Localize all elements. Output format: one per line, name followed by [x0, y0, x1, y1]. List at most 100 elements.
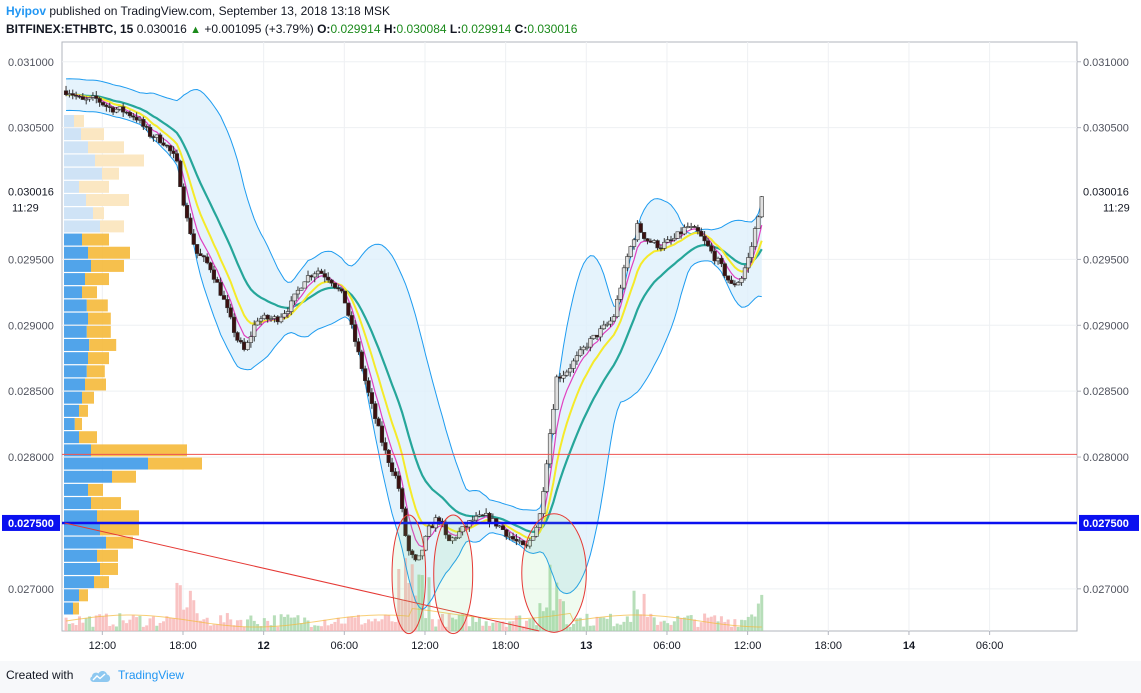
- candle-body: [426, 525, 432, 537]
- volume-bar: [259, 626, 263, 631]
- volume-bar: [326, 625, 330, 631]
- candle-body: [107, 106, 112, 108]
- ema-teal-line: [65, 93, 763, 533]
- y-tick-left: 0.031000: [8, 57, 54, 69]
- symbol-label[interactable]: BITFINEX:ETHBTC, 15: [6, 22, 134, 36]
- candle-body: [722, 263, 727, 277]
- volume-bar: [104, 613, 108, 631]
- candle-body: [521, 540, 526, 546]
- volume-profile-up-bar: [82, 391, 94, 404]
- close-label: C:: [514, 22, 528, 36]
- volume-bar: [306, 620, 310, 631]
- volume-bar: [367, 619, 371, 631]
- volume-bar: [666, 623, 670, 631]
- volume-profile-faded-down-bar: [64, 128, 81, 141]
- candle-body: [97, 98, 102, 103]
- candle-body: [94, 95, 99, 99]
- candle-body: [601, 324, 606, 330]
- candle-body: [568, 368, 573, 373]
- tradingview-link[interactable]: TradingView: [118, 668, 185, 682]
- candle-body: [655, 240, 660, 249]
- volume-bar: [524, 620, 528, 631]
- high-value: 0.030084: [396, 22, 447, 36]
- volume-profile-faded-down-bar: [64, 220, 100, 233]
- candle-body: [329, 279, 334, 284]
- x-tick-label: 13: [580, 640, 592, 652]
- candle-body: [252, 324, 257, 337]
- candle-body: [500, 525, 506, 530]
- volume-bar: [491, 622, 495, 631]
- last-price-label-right: 0.030016: [1083, 186, 1129, 198]
- candle-body: [70, 93, 75, 96]
- volume-bar: [252, 620, 256, 631]
- volume-bar: [330, 623, 334, 631]
- candle-body: [507, 536, 512, 538]
- volume-profile-down-bar: [64, 299, 87, 312]
- candle-body: [131, 115, 136, 118]
- high-label: H:: [383, 22, 397, 36]
- candle-body: [615, 299, 620, 317]
- candle-body: [117, 106, 122, 110]
- volume-profile-up-bar: [97, 549, 118, 562]
- volume-bar: [575, 618, 579, 631]
- volume-bar: [131, 615, 135, 631]
- volume-bar: [303, 617, 307, 631]
- volume-bar: [148, 618, 152, 631]
- candle-body: [366, 380, 371, 393]
- volume-profile-up-bar: [148, 457, 202, 470]
- highlight-ellipse: [391, 514, 427, 635]
- volume-profile-faded-down-bar: [64, 114, 74, 127]
- volume-profile-faded-up-bar: [88, 141, 124, 154]
- candle-body: [726, 275, 731, 281]
- candle-body: [242, 341, 247, 350]
- candle-body: [719, 257, 724, 265]
- candle-body: [295, 289, 301, 295]
- volume-bar: [477, 617, 481, 631]
- volume-profile-down-bar: [64, 483, 88, 496]
- candle-body: [205, 256, 210, 264]
- volume-bar: [760, 594, 764, 631]
- volume-bar: [383, 614, 387, 631]
- candle-body: [598, 328, 603, 338]
- volume-profile-faded-up-bar: [74, 114, 84, 127]
- candle-body: [302, 281, 307, 289]
- volume-bar: [743, 620, 747, 631]
- candle-body: [299, 287, 304, 291]
- candle-body: [393, 471, 398, 477]
- price-chart[interactable]: 0.031000 0.031000 0.030500 0.030500 0.030016…: [0, 0, 1141, 661]
- candle-body: [137, 119, 143, 121]
- volume-bar: [619, 624, 623, 631]
- volume-bar: [81, 622, 85, 631]
- y-tick-right: 0.029500: [1083, 254, 1129, 266]
- volume-bar: [313, 625, 317, 631]
- volume-bar: [635, 609, 639, 631]
- candle-body: [746, 257, 751, 269]
- volume-bar: [67, 623, 71, 631]
- volume-bar: [612, 626, 616, 631]
- volume-ma-line: [65, 607, 762, 628]
- y-tick-left: 0.028500: [8, 386, 54, 398]
- volume-profile-faded-down-bar: [64, 167, 102, 180]
- candle-body: [551, 409, 556, 434]
- candle-body: [110, 107, 116, 113]
- volume-bar: [249, 615, 253, 631]
- volume-bar: [417, 574, 421, 631]
- author-link[interactable]: Hyipov: [6, 4, 47, 18]
- candle-body: [541, 491, 546, 515]
- close-value: 0.030016: [527, 22, 578, 36]
- candle-body: [225, 299, 230, 309]
- candle-body: [430, 525, 435, 529]
- volume-profile-up-bar: [82, 233, 109, 246]
- y-tick-left: 0.030500: [8, 123, 54, 135]
- candle-body: [638, 223, 643, 233]
- low-label: L:: [449, 22, 462, 36]
- volume-bar: [202, 619, 206, 631]
- candle-body: [312, 273, 317, 278]
- last-price-label-left: 0.030016: [8, 186, 54, 198]
- candle-body: [124, 111, 129, 114]
- volume-bar: [114, 626, 118, 631]
- volume-bar: [108, 625, 112, 631]
- volume-profile-up-bar: [106, 536, 133, 549]
- volume-bar: [410, 564, 414, 631]
- volume-bar: [165, 616, 169, 631]
